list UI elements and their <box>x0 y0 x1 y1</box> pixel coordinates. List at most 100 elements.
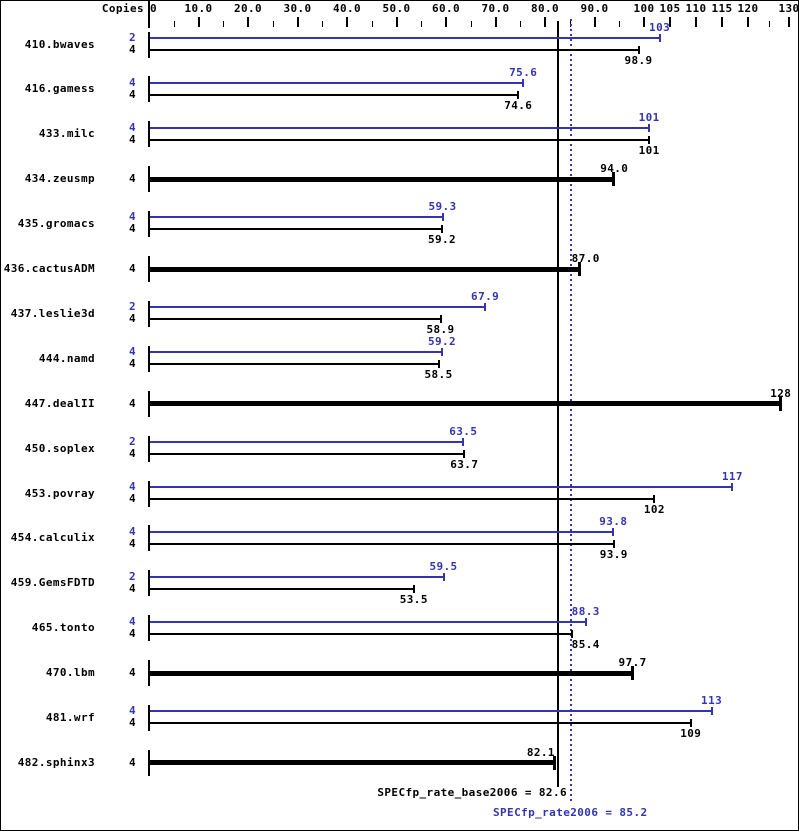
bar-end-cap <box>484 303 487 312</box>
peak-bar <box>150 620 587 623</box>
y-axis-line <box>148 1 150 28</box>
peak-bar <box>150 351 443 354</box>
benchmark-label: 410.bwaves <box>24 37 95 51</box>
base-bar <box>150 632 572 635</box>
bar-end-cap <box>522 78 525 87</box>
axis-major-tick <box>593 17 596 27</box>
value-label: 113 <box>701 694 723 708</box>
copies-label: 4 <box>128 666 136 680</box>
peak-bar <box>150 710 712 713</box>
copies-label: 2 <box>128 30 136 44</box>
value-label: 97.7 <box>618 656 647 670</box>
axis-minor-tick <box>470 21 472 27</box>
value-label: 75.6 <box>509 65 538 79</box>
benchmark-label: 436.cactusADM <box>3 262 95 275</box>
bar-end-cap <box>570 629 573 638</box>
group-axis-segment <box>148 660 150 687</box>
value-label: 58.5 <box>424 368 453 382</box>
benchmark-label: 465.tonto <box>31 621 95 635</box>
axis-tick-label: 0 <box>150 2 158 15</box>
axis-minor-tick <box>421 21 423 27</box>
copies-label: 4 <box>128 87 136 101</box>
base-bar <box>150 363 439 366</box>
copies-label: 4 <box>128 581 136 595</box>
benchmark-label: 433.milc <box>38 127 95 141</box>
group-axis-segment <box>148 615 150 642</box>
axis-major-tick <box>445 17 447 27</box>
bar-end-cap <box>462 437 465 446</box>
value-label: 59.2 <box>427 335 457 349</box>
copies-label: 4 <box>128 396 136 410</box>
axis-major-tick <box>247 17 249 27</box>
axis-tick-label: 130 <box>778 2 799 15</box>
value-label: 93.8 <box>599 514 628 528</box>
axis-tick-label: 100 <box>633 2 655 15</box>
base-bar <box>150 670 633 676</box>
group-axis-segment <box>148 525 150 552</box>
benchmark-label: 454.calculix <box>10 531 95 545</box>
base-bar <box>150 401 781 407</box>
axis-minor-tick <box>371 21 373 27</box>
bar-end-cap <box>612 527 615 536</box>
copies-label: 2 <box>128 569 136 583</box>
group-axis-segment <box>148 435 150 462</box>
group-axis-segment <box>148 166 150 193</box>
bar-end-cap <box>517 90 520 99</box>
copies-label: 4 <box>128 120 136 134</box>
base-bar <box>150 587 414 590</box>
peak-bar <box>150 306 486 309</box>
copies-label: 4 <box>128 312 136 326</box>
copies-label: 4 <box>128 345 136 359</box>
bar-end-cap <box>412 584 415 593</box>
value-label: 82.1 <box>526 745 555 759</box>
group-axis-segment <box>148 705 150 731</box>
group-axis-segment <box>148 749 150 776</box>
axis-major-tick <box>197 17 200 27</box>
bar-end-cap <box>648 123 651 132</box>
bar-end-cap <box>437 360 440 369</box>
axis-major-tick <box>643 17 645 27</box>
axis-tick-label: 115 <box>711 2 733 15</box>
benchmark-label: 447.dealII <box>24 396 95 410</box>
axis-tick-label: 20.0 <box>233 2 263 15</box>
copies-label: 4 <box>128 626 136 640</box>
peak-bar <box>150 575 444 578</box>
benchmark-label: 450.soplex <box>24 441 95 455</box>
value-label: 74.6 <box>504 98 533 112</box>
group-axis-segment <box>148 300 150 327</box>
axis-tick-label: 90.0 <box>580 2 609 15</box>
bar-end-cap <box>778 396 782 411</box>
copies-label: 2 <box>128 300 136 314</box>
axis-major-tick <box>747 17 749 27</box>
bar-end-cap <box>553 755 557 770</box>
benchmark-label: 470.lbm <box>45 666 95 680</box>
value-label: 98.9 <box>624 53 653 67</box>
axis-minor-tick <box>520 21 522 27</box>
bar-end-cap <box>441 213 444 222</box>
axis-minor-tick <box>619 21 621 27</box>
value-label: 88.3 <box>571 604 600 618</box>
copies-column-header: Copies <box>101 2 144 15</box>
axis-tick-label: 60.0 <box>431 2 461 15</box>
copies-label: 4 <box>128 716 136 730</box>
copies-label: 4 <box>128 536 136 550</box>
copies-label: 4 <box>128 704 136 718</box>
bar-end-cap <box>653 494 656 503</box>
copies-label: 4 <box>128 357 136 371</box>
value-label: 59.3 <box>428 200 457 214</box>
value-label: 85.4 <box>571 637 600 651</box>
value-label: 117 <box>721 469 743 483</box>
copies-label: 4 <box>128 210 136 224</box>
axis-major-tick <box>346 17 348 27</box>
bar-end-cap <box>630 666 634 681</box>
base-bar <box>150 760 556 766</box>
benchmark-label: 416.gamess <box>24 82 95 96</box>
axis-minor-tick <box>322 21 324 27</box>
peak-bar <box>150 440 464 443</box>
base-bar <box>150 318 441 321</box>
value-label: 101 <box>638 143 660 157</box>
axis-tick-label: 10.0 <box>184 2 213 15</box>
axis-major-tick <box>296 17 299 27</box>
copies-label: 4 <box>128 479 136 493</box>
